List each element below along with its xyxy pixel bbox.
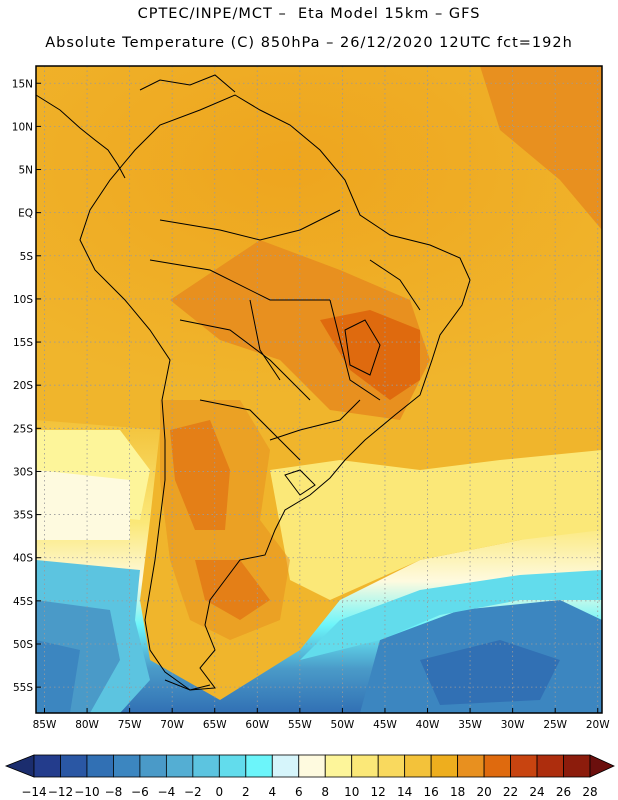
lon-label: 85W — [33, 719, 57, 731]
colorbar — [4, 754, 615, 778]
lat-label: 20S — [13, 380, 33, 392]
lon-label: 20W — [586, 719, 610, 731]
lat-label: 5S — [20, 251, 34, 263]
colorbar-swatch — [351, 754, 379, 778]
colorbar-label: 20 — [476, 785, 491, 799]
colorbar-label: −8 — [105, 785, 123, 799]
colorbar-swatch — [113, 754, 141, 778]
colorbar-swatch — [457, 754, 485, 778]
colorbar-label: 24 — [529, 785, 544, 799]
colorbar-label: −4 — [158, 785, 176, 799]
lon-label: 25W — [543, 719, 567, 731]
title-line-1: CPTEC/INPE/MCT – Eta Model 15km – GFS — [137, 6, 481, 22]
lon-label: 80W — [75, 719, 99, 731]
colorbar-label: 22 — [503, 785, 518, 799]
latitude-labels: 15N 10N 5N EQ 5S 10S 15S 20S 25S 30S 35S 40S 45S 50S 5… — [12, 78, 41, 694]
colorbar-swatch — [563, 754, 591, 778]
colorbar-label: 18 — [450, 785, 465, 799]
lat-label: 5N — [18, 165, 33, 177]
colorbar-swatch — [192, 754, 220, 778]
lon-label: 40W — [416, 719, 440, 731]
lat-label: 55S — [13, 682, 33, 694]
colorbar-label: 4 — [268, 785, 276, 799]
colorbar-swatch — [298, 754, 326, 778]
colorbar-swatch — [245, 754, 273, 778]
lon-label: 75W — [118, 719, 142, 731]
colorbar-label: 14 — [397, 785, 412, 799]
colorbar-label: −10 — [74, 785, 99, 799]
colorbar-label: 12 — [371, 785, 386, 799]
lon-label: 45W — [373, 719, 397, 731]
colorbar-swatch — [271, 754, 300, 778]
colorbar-swatch — [510, 754, 538, 778]
lat-label: 15N — [12, 78, 33, 90]
lat-label: 10N — [12, 121, 33, 133]
colorbar-swatch — [377, 754, 406, 778]
lat-label: 50S — [13, 639, 33, 651]
colorbar-label: 2 — [242, 785, 250, 799]
colorbar-arrow-right — [589, 754, 615, 778]
colorbar-swatch — [404, 754, 432, 778]
colorbar-label: −14 — [21, 785, 46, 799]
lon-label: 55W — [288, 719, 312, 731]
colorbar-swatch — [218, 754, 247, 778]
colorbar-swatch — [536, 754, 564, 778]
colorbar-swatch — [430, 754, 459, 778]
lon-label: 60W — [245, 719, 269, 731]
colorbar-swatch — [86, 754, 114, 778]
map-frame — [35, 65, 603, 714]
lat-label: 45S — [13, 596, 33, 608]
temperature-field — [36, 66, 602, 713]
lat-label: 30S — [13, 466, 33, 478]
colorbar-swatch — [33, 754, 61, 778]
colorbar-swatch — [165, 754, 194, 778]
lon-label: 70W — [160, 719, 184, 731]
colorbar-swatch — [139, 754, 167, 778]
lat-label: 35S — [13, 510, 33, 522]
colorbar-label: −12 — [48, 785, 73, 799]
title-line-2: Absolute Temperature (C) 850hPa – 26/12/… — [45, 35, 573, 51]
lon-label: 50W — [331, 719, 355, 731]
colorbar-label: −2 — [184, 785, 202, 799]
lon-label: 65W — [203, 719, 227, 731]
coastline — [35, 74, 471, 691]
lat-label: 15S — [13, 337, 33, 349]
lon-label: 35W — [458, 719, 482, 731]
lat-label: 40S — [13, 553, 33, 565]
colorbar-label: 0 — [216, 785, 224, 799]
colorbar-label: 6 — [295, 785, 303, 799]
colorbar-swatch — [483, 754, 511, 778]
colorbar-label: −6 — [131, 785, 149, 799]
colorbar-swatch — [324, 754, 353, 778]
colorbar-labels: −14 −12 −10 −8 −6 −4 −2 0 2 4 6 8 10 12 14 16 18 20 22 24 26… — [21, 785, 597, 799]
colorbar-arrow-left — [4, 754, 35, 778]
colorbar-label: 28 — [582, 785, 597, 799]
colorbar-label: 26 — [556, 785, 571, 799]
longitude-labels: 85W 80W 75W 70W 65W 60W 55W 50W 45W 40W 35W 30W 25W 2… — [33, 708, 610, 731]
colorbar-label: 8 — [321, 785, 329, 799]
lat-label: 10S — [13, 294, 33, 306]
colorbar-label: 10 — [344, 785, 359, 799]
colorbar-swatch — [60, 754, 88, 778]
colorbar-label: 16 — [424, 785, 439, 799]
lon-label: 30W — [501, 719, 525, 731]
lat-label: EQ — [18, 208, 33, 220]
lat-label: 25S — [13, 423, 33, 435]
